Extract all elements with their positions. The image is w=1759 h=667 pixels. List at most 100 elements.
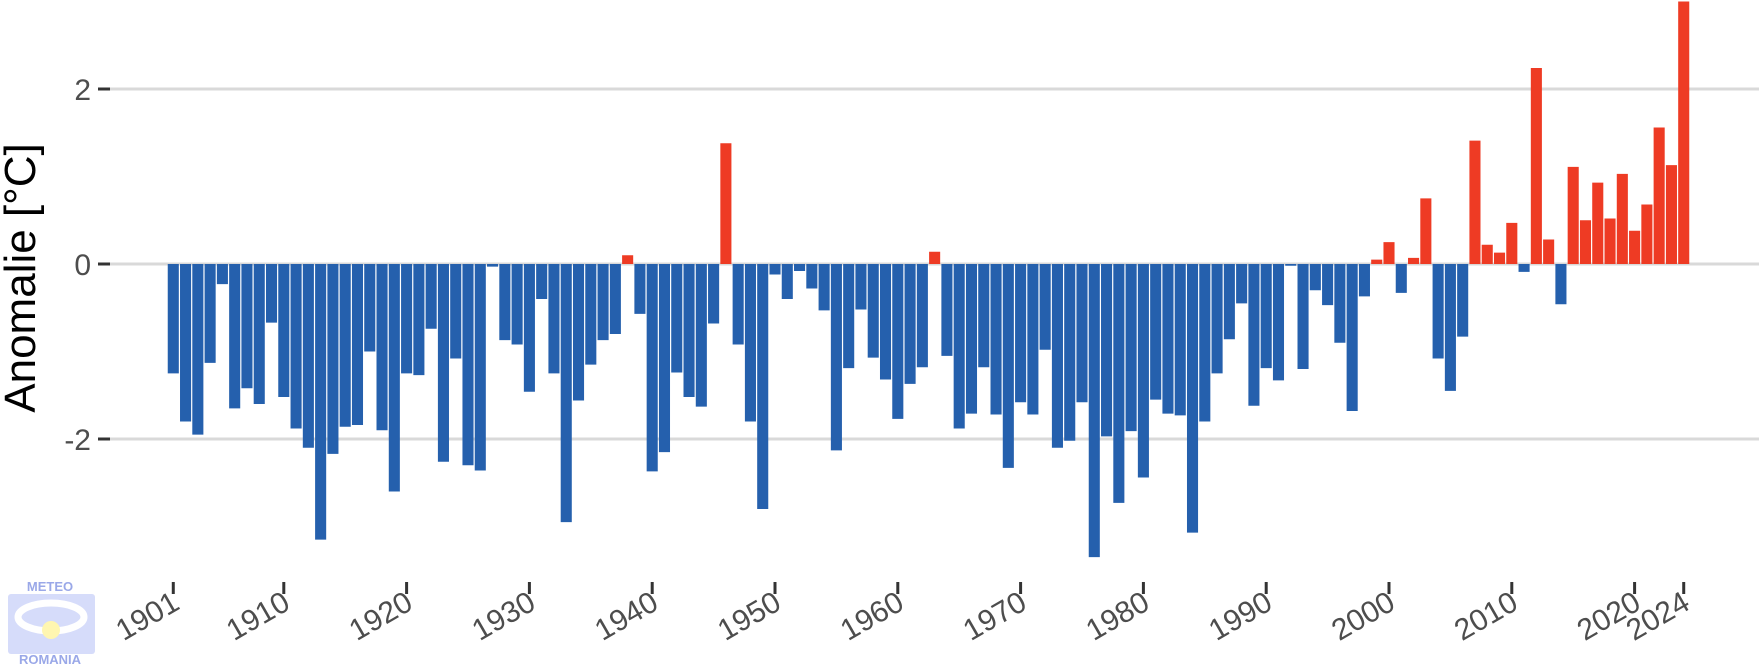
x-axis: 1901 1910 1920 1930 1940 1950 1960 1970 1980 1990… bbox=[110, 582, 1695, 647]
bar-1992 bbox=[1285, 264, 1297, 266]
bar-1912 bbox=[302, 264, 314, 448]
bar-2002 bbox=[1408, 257, 1420, 265]
bar-2009 bbox=[1493, 252, 1506, 265]
bar-1906 bbox=[229, 264, 241, 409]
bar-2011 bbox=[1518, 264, 1530, 272]
bar-2020 bbox=[1629, 230, 1641, 264]
bar-2003 bbox=[1420, 198, 1432, 265]
bar-2004 bbox=[1432, 264, 1444, 359]
bar-1917 bbox=[364, 264, 376, 352]
x-tick-label: 2010 bbox=[1449, 585, 1523, 647]
bar-1987 bbox=[1223, 264, 1235, 340]
bar-1909 bbox=[265, 264, 278, 323]
bar-1929 bbox=[511, 264, 523, 345]
bar-1996 bbox=[1334, 264, 1346, 343]
x-tick-label: 2000 bbox=[1326, 585, 1400, 647]
logo-bottom-text: ROMANIA bbox=[19, 652, 82, 667]
bar-2007 bbox=[1469, 140, 1481, 265]
bar-1947 bbox=[732, 264, 744, 345]
bar-1954 bbox=[818, 264, 830, 311]
bar-2015 bbox=[1567, 166, 1579, 265]
bar-1937 bbox=[609, 264, 621, 334]
bar-1949 bbox=[757, 264, 769, 509]
bar-1934 bbox=[572, 264, 585, 401]
bar-1971 bbox=[1027, 264, 1039, 415]
bar-1952 bbox=[794, 264, 806, 271]
bar-2018 bbox=[1604, 218, 1616, 264]
x-tick-label: 1960 bbox=[835, 585, 909, 647]
bar-1972 bbox=[1039, 264, 1051, 350]
bar-1961 bbox=[904, 264, 916, 384]
bar-1904 bbox=[204, 264, 216, 363]
bar-1967 bbox=[978, 264, 990, 368]
bar-2001 bbox=[1395, 264, 1407, 293]
bar-1950 bbox=[769, 264, 781, 275]
bar-2008 bbox=[1481, 244, 1493, 264]
bar-2014 bbox=[1555, 264, 1567, 305]
bar-1998 bbox=[1358, 264, 1370, 297]
bar-1978 bbox=[1113, 264, 1125, 503]
bar-2021 bbox=[1641, 204, 1653, 264]
bar-1982 bbox=[1162, 264, 1174, 414]
bar-1975 bbox=[1076, 264, 1088, 403]
bar-1993 bbox=[1297, 264, 1309, 369]
bar-1943 bbox=[683, 264, 695, 397]
bar-1918 bbox=[376, 264, 388, 431]
bar-1919 bbox=[388, 264, 400, 492]
bar-1965 bbox=[953, 264, 965, 429]
bar-1930 bbox=[523, 264, 535, 392]
bar-1921 bbox=[413, 264, 425, 376]
bar-2000 bbox=[1383, 242, 1395, 265]
bar-1931 bbox=[536, 264, 548, 299]
bar-1994 bbox=[1309, 264, 1321, 291]
bar-2024 bbox=[1678, 1, 1690, 264]
bar-1979 bbox=[1125, 264, 1137, 432]
bar-1903 bbox=[192, 264, 204, 435]
x-tick-label: 1901 bbox=[110, 585, 184, 647]
bar-1914 bbox=[327, 264, 339, 454]
bar-1968 bbox=[990, 264, 1002, 415]
y-axis-title: Anomalie [°C] bbox=[0, 143, 45, 412]
bar-2012 bbox=[1530, 68, 1542, 264]
bar-1933 bbox=[560, 264, 572, 523]
bar-2013 bbox=[1543, 239, 1555, 264]
bar-1932 bbox=[548, 264, 560, 374]
bar-1970 bbox=[1015, 264, 1027, 403]
bar-1960 bbox=[892, 264, 904, 419]
meteo-romania-logo: METEO ROMANIA bbox=[8, 579, 95, 667]
x-tick-label: 1910 bbox=[221, 585, 295, 647]
bar-1908 bbox=[253, 264, 265, 404]
x-tick-label: 1970 bbox=[958, 585, 1032, 647]
bar-1984 bbox=[1186, 264, 1199, 533]
bar-1990 bbox=[1260, 264, 1272, 369]
bar-1911 bbox=[290, 264, 302, 429]
bar-1910 bbox=[278, 264, 290, 397]
bar-1969 bbox=[1002, 264, 1014, 468]
bar-2017 bbox=[1592, 182, 1604, 265]
bar-1938 bbox=[622, 255, 634, 264]
bar-1923 bbox=[437, 264, 449, 462]
bar-1980 bbox=[1137, 264, 1149, 478]
bar-1977 bbox=[1101, 264, 1113, 437]
bar-1981 bbox=[1150, 264, 1162, 400]
y-tick-label: 0 bbox=[74, 249, 91, 282]
bar-1942 bbox=[671, 264, 683, 373]
x-tick-label: 1940 bbox=[589, 585, 663, 647]
bar-1955 bbox=[830, 264, 842, 451]
bar-1940 bbox=[646, 264, 658, 472]
bar-1958 bbox=[867, 264, 879, 358]
bar-1944 bbox=[695, 264, 707, 407]
bar-1925 bbox=[462, 264, 474, 466]
bar-1959 bbox=[879, 264, 892, 380]
bar-2022 bbox=[1653, 127, 1665, 264]
bar-2005 bbox=[1444, 264, 1456, 391]
bar-1939 bbox=[634, 264, 646, 314]
bar-1989 bbox=[1248, 264, 1260, 406]
bar-1997 bbox=[1346, 264, 1358, 411]
bar-1976 bbox=[1088, 264, 1100, 558]
bar-1991 bbox=[1272, 264, 1285, 381]
bar-1956 bbox=[843, 264, 855, 369]
x-tick-label: 1950 bbox=[712, 585, 786, 647]
bar-1951 bbox=[781, 264, 793, 299]
